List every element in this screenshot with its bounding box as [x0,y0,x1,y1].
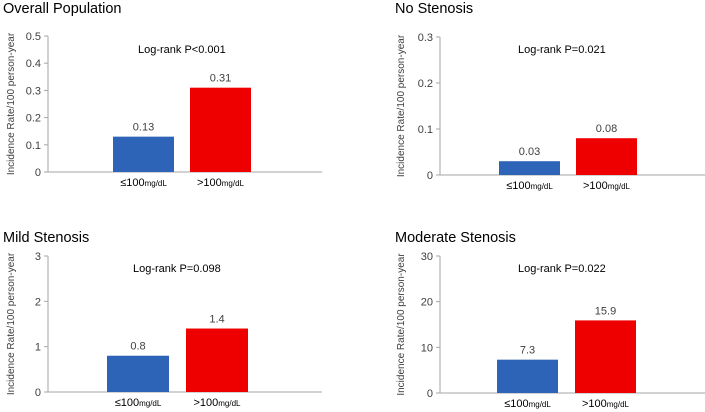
category-unit: mg/dL [145,179,168,188]
category-threshold: ≤100 [120,177,144,189]
bar-high-ldl [575,320,636,393]
y-axis-label: Incidence Rate/100 person-year [396,253,407,396]
category-threshold: >100 [582,398,607,410]
y-tick-label: 0.4 [26,58,41,70]
bar-value-label: 0.13 [133,122,154,134]
log-rank-annotation: Log-rank P=0.021 [518,44,606,56]
x-category-label: ≤100mg/dL [115,397,162,409]
y-tick-label: 2 [35,296,41,308]
chart-title: Overall Population [3,1,122,17]
y-tick-label: 0.1 [26,140,41,152]
bar-value-label: 7.3 [520,345,535,357]
bar-value-label: 0.8 [130,341,145,353]
y-tick-label: 20 [421,297,433,309]
bar-low-ldl [113,136,174,172]
bar-low-ldl [499,161,560,175]
x-category-label: ≤100mg/dL [506,180,553,192]
bar-value-label: 0.08 [596,123,617,135]
y-tick-label: 0 [35,167,41,179]
bar-value-label: 0.03 [519,146,540,158]
category-threshold: ≤100 [504,398,528,410]
chart-title: No Stenosis [395,1,473,17]
bar-high-ldl [576,138,637,175]
x-category-label: >100mg/dL [582,398,630,410]
chart-title: Moderate Stenosis [395,230,516,246]
log-rank-annotation: Log-rank P=0.098 [133,263,221,275]
x-category-label: ≤100mg/dL [504,398,551,410]
chart-panel: Overall Population Incidence Rate/100 per… [3,1,322,189]
log-rank-annotation: Log-rank P=0.022 [518,263,606,275]
chart-panel: Moderate Stenosis Incidence Rate/100 pers… [395,230,705,410]
chart-title: Mild Stenosis [3,230,89,246]
chart-panel: No Stenosis Incidence Rate/100 person-yea… [395,1,705,192]
category-threshold: >100 [193,397,218,409]
y-axis-label: Incidence Rate/100 person-year [6,252,17,395]
y-tick-label: 3 [35,251,41,263]
category-unit: mg/dL [531,182,554,191]
y-tick-label: 0 [427,388,433,400]
y-axis-label: Incidence Rate/100 person-year [6,32,17,175]
y-tick-label: 0.3 [418,32,433,44]
category-threshold: >100 [197,177,222,189]
log-rank-annotation: Log-rank P<0.001 [138,44,226,56]
category-unit: mg/dL [222,179,245,188]
y-tick-label: 0.3 [26,85,41,97]
y-tick-label: 1 [35,342,41,354]
category-unit: mg/dL [608,182,631,191]
y-tick-label: 0 [427,170,433,182]
bar-value-label: 15.9 [595,305,616,317]
bar-low-ldl [107,355,169,392]
chart-panel: Mild Stenosis Incidence Rate/100 person-y… [3,230,322,409]
x-category-label: >100mg/dL [197,177,245,189]
y-tick-label: 0.5 [26,31,41,43]
category-threshold: >100 [583,180,608,192]
y-tick-label: 10 [421,342,433,354]
bar-value-label: 1.4 [209,314,224,326]
y-tick-label: 0.2 [418,78,433,90]
category-unit: mg/dL [218,399,241,408]
category-unit: mg/dL [529,400,552,409]
y-tick-label: 0 [35,387,41,399]
bar-high-ldl [190,87,251,172]
x-category-label: ≤100mg/dL [120,177,167,189]
x-category-label: >100mg/dL [193,397,241,409]
category-unit: mg/dL [139,399,162,408]
category-unit: mg/dL [607,400,630,409]
y-axis-label: Incidence Rate/100 person-year [396,34,407,177]
x-category-label: >100mg/dL [583,180,631,192]
category-threshold: ≤100 [506,180,530,192]
bar-value-label: 0.31 [210,73,231,85]
bar-low-ldl [497,359,558,393]
bar-high-ldl [186,328,248,392]
y-tick-label: 30 [421,251,433,263]
y-tick-label: 0.1 [418,124,433,136]
category-threshold: ≤100 [115,397,139,409]
y-tick-label: 0.2 [26,113,41,125]
